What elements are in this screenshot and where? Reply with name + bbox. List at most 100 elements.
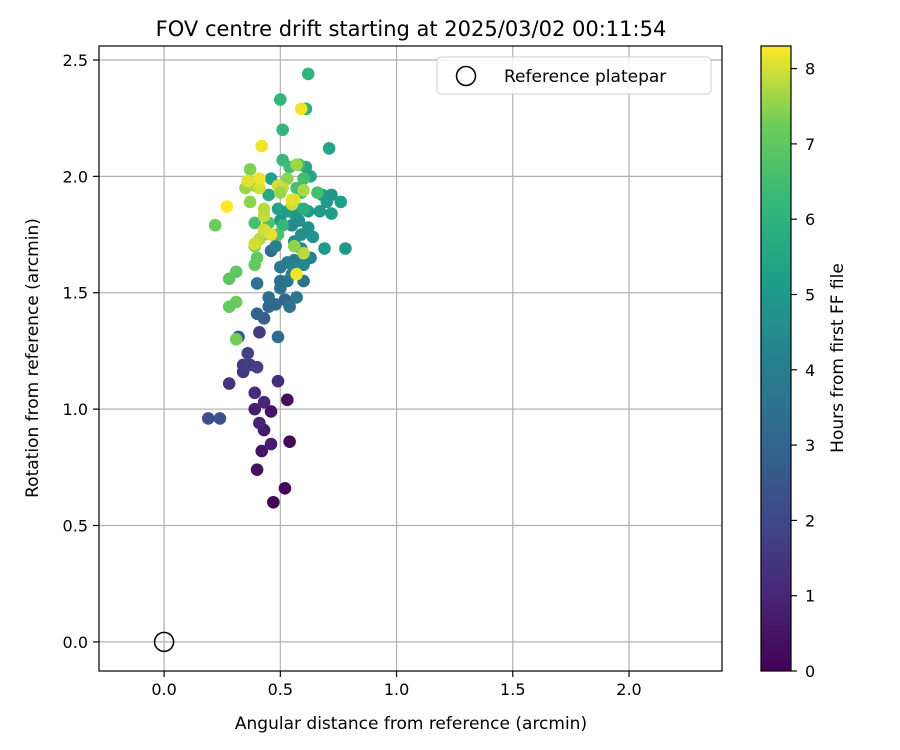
scatter-point: [222, 300, 236, 314]
scatter-point: [290, 158, 303, 172]
scatter-point: [301, 67, 315, 81]
scatter-point: [280, 172, 294, 185]
scatter-point: [334, 195, 348, 209]
scatter-point: [264, 437, 278, 451]
colorbar-label: Hours from first FF file: [828, 263, 848, 453]
colorbar-frame: [760, 45, 792, 672]
x-axis-label: Angular distance from reference (arcmin): [235, 714, 587, 734]
colorbar: [761, 46, 791, 671]
scatter-point: [241, 174, 255, 188]
scatter-point: [264, 405, 278, 418]
scatter-points: [201, 67, 352, 509]
y-tick-label: 2.0: [63, 167, 88, 186]
y-axis-label: Rotation from reference (arcmin): [23, 218, 43, 498]
scatter-point: [306, 230, 320, 244]
legend-reference-marker: [455, 65, 477, 87]
colorbar-tick-label: 4: [805, 361, 815, 380]
scatter-point: [257, 223, 271, 237]
scatter-point: [248, 216, 262, 230]
colorbar-tick-label: 2: [805, 511, 815, 530]
scatter-point: [267, 495, 280, 509]
scatter-point: [290, 291, 303, 304]
scatter-point: [243, 195, 257, 209]
colorbar-tick-label: 1: [805, 587, 815, 606]
scatter-point: [248, 386, 262, 400]
scatter-point: [208, 218, 222, 232]
scatter-point: [285, 193, 299, 206]
plot-frame: [98, 45, 723, 672]
x-tick-label: 1.5: [500, 680, 525, 699]
scatter-point: [250, 463, 264, 476]
scatter-point: [229, 332, 243, 346]
scatter-point: [313, 204, 327, 218]
scatter-point: [253, 181, 266, 195]
scatter-point: [339, 242, 352, 255]
chart-title: FOV centre drift starting at 2025/03/02 …: [156, 17, 667, 41]
scatter-point: [248, 258, 262, 272]
scatter-point: [201, 412, 215, 425]
x-tick-label: 1.0: [384, 680, 409, 699]
scatter-point: [285, 258, 299, 272]
legend-box: [436, 56, 712, 95]
scatter-point: [253, 416, 266, 430]
scatter-point: [274, 186, 287, 199]
legend-label: Reference platepar: [504, 67, 666, 87]
scatter-point: [325, 188, 338, 202]
scatter-point: [297, 172, 310, 185]
scatter-point: [297, 184, 310, 197]
scatter-point: [322, 142, 336, 155]
scatter-point: [318, 242, 331, 255]
scatter-point: [243, 163, 257, 176]
colorbar-tick-label: 0: [805, 662, 815, 681]
colorbar-tick-label: 5: [805, 285, 815, 304]
scatter-point: [257, 202, 271, 216]
y-tick-label: 0.5: [63, 517, 88, 536]
x-tick-label: 0.5: [268, 680, 293, 699]
scatter-point: [311, 186, 324, 199]
scatter-point: [280, 393, 294, 407]
x-axis-ticks: 0.0 0.5 1.0 1.5 2.0: [151, 671, 642, 699]
scatter-point: [271, 374, 285, 388]
scatter-point: [287, 239, 301, 253]
y-tick-label: 0.0: [63, 633, 88, 652]
scatter-point: [222, 377, 236, 390]
colorbar-tick-label: 3: [805, 436, 815, 455]
scatter-point: [241, 346, 255, 360]
reference-platepar-marker: [153, 631, 175, 653]
scatter-point: [250, 360, 264, 374]
scatter-point: [262, 188, 275, 202]
scatter-point: [248, 237, 262, 251]
scatter-point: [294, 102, 308, 116]
scatter-point: [253, 326, 266, 339]
scatter-point: [276, 123, 289, 137]
scatter-point: [222, 272, 236, 286]
scatter-point: [297, 202, 310, 216]
colorbar-tick-label: 6: [805, 210, 815, 229]
colorbar-ticks: 0 1 2 3 4 5 6 7 8: [791, 60, 815, 681]
scatter-point: [290, 267, 303, 281]
colorbar-tick-label: 8: [805, 60, 815, 79]
scatter-point: [255, 444, 269, 458]
reference-marker-group: [153, 631, 175, 653]
scatter-point: [262, 291, 275, 304]
scatter-point: [248, 402, 262, 416]
y-tick-label: 2.5: [63, 51, 88, 70]
scatter-point: [257, 395, 271, 409]
x-tick-label: 2.0: [616, 680, 641, 699]
scatter-point: [269, 239, 282, 253]
scatter-point: [271, 330, 285, 344]
scatter-point: [325, 207, 338, 220]
scatter-point: [220, 200, 234, 213]
scatter-point: [278, 481, 292, 495]
scatter-point: [283, 300, 296, 314]
legend: Reference platepar: [436, 56, 712, 95]
scatter-point: [301, 221, 315, 234]
scatter-point: [250, 277, 264, 290]
y-tick-label: 1.5: [63, 284, 88, 303]
scatter-point: [283, 435, 296, 449]
y-tick-label: 1.0: [63, 400, 88, 419]
y-axis-ticks: 0.0 0.5 1.0 1.5 2.0 2.5: [63, 51, 99, 652]
x-tick-label: 0.0: [151, 680, 176, 699]
